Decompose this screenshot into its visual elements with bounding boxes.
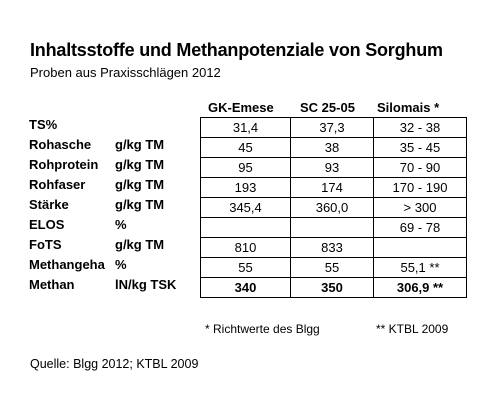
row-label-staerke: Stärke	[29, 197, 69, 212]
row-label-rohfaser: Rohfaser	[29, 177, 86, 192]
table-cell: 306,9 **	[373, 277, 467, 298]
row-label-fots: FoTS	[29, 237, 62, 252]
table-cell: 93	[290, 157, 374, 178]
table-row: 810 833	[200, 237, 467, 258]
table-cell: 55	[200, 257, 291, 278]
row-label-rohasche: Rohasche	[29, 137, 92, 152]
row-unit-staerke: g/kg TM	[115, 197, 165, 212]
row-unit-methangehalt: %	[115, 257, 127, 272]
table-cell: 32 - 38	[373, 117, 467, 138]
page-title: Inhaltsstoffe und Methanpotenziale von S…	[30, 40, 443, 60]
table-cell: 45	[200, 137, 291, 158]
row-unit-rohfaser: g/kg TM	[115, 177, 165, 192]
table-cell: 833	[290, 237, 374, 258]
table-cell: 350	[290, 277, 374, 298]
table-row: 340 350 306,9 **	[200, 277, 467, 298]
table-cell: > 300	[373, 197, 467, 218]
column-header-silomais: Silomais *	[377, 100, 440, 115]
footnote-ktbl: ** KTBL 2009	[376, 322, 449, 336]
table-cell: 37,3	[290, 117, 374, 138]
table-cell: 31,4	[200, 117, 291, 138]
row-label-methangehalt: Methangeha	[29, 257, 105, 272]
page-subtitle: Proben aus Praxisschlägen 2012	[30, 65, 221, 80]
table-row: 345,4 360,0 > 300	[200, 197, 467, 218]
row-unit-rohasche: g/kg TM	[115, 137, 165, 152]
table-row: 69 - 78	[200, 217, 467, 238]
row-unit-rohprotein: g/kg TM	[115, 157, 165, 172]
row-label-rohprotein: Rohprotein	[29, 157, 99, 172]
values-table: 31,4 37,3 32 - 38 45 38 35 - 45 95 93 70…	[200, 117, 467, 298]
table-row: 31,4 37,3 32 - 38	[200, 117, 467, 138]
table-cell	[373, 237, 467, 258]
table-cell: 38	[290, 137, 374, 158]
row-unit-methan: lN/kg TSK	[115, 277, 177, 292]
row-label-elos: ELOS	[29, 217, 65, 232]
column-header-sc-25-05: SC 25-05	[300, 100, 355, 115]
table-cell: 810	[200, 237, 291, 258]
column-header-gk-emese: GK-Emese	[208, 100, 274, 115]
table-row: 193 174 170 - 190	[200, 177, 467, 198]
source-note: Quelle: Blgg 2012; KTBL 2009	[30, 357, 199, 371]
table-cell: 340	[200, 277, 291, 298]
footnote-richtwerte: * Richtwerte des Blgg	[205, 322, 320, 336]
table-row: 55 55 55,1 **	[200, 257, 467, 278]
table-row: 95 93 70 - 90	[200, 157, 467, 178]
table-cell: 193	[200, 177, 291, 198]
table-cell: 174	[290, 177, 374, 198]
table-cell: 360,0	[290, 197, 374, 218]
table-row: 45 38 35 - 45	[200, 137, 467, 158]
table-cell: 35 - 45	[373, 137, 467, 158]
table-cell: 170 - 190	[373, 177, 467, 198]
row-label-ts: TS%	[29, 117, 58, 132]
table-cell: 69 - 78	[373, 217, 467, 238]
table-cell: 95	[200, 157, 291, 178]
row-label-methan: Methan	[29, 277, 75, 292]
table-cell: 70 - 90	[373, 157, 467, 178]
table-cell: 55,1 **	[373, 257, 467, 278]
table-cell	[200, 217, 291, 238]
table-cell	[290, 217, 374, 238]
table-cell: 55	[290, 257, 374, 278]
row-unit-elos: %	[115, 217, 127, 232]
table-cell: 345,4	[200, 197, 291, 218]
row-unit-fots: g/kg TM	[115, 237, 165, 252]
